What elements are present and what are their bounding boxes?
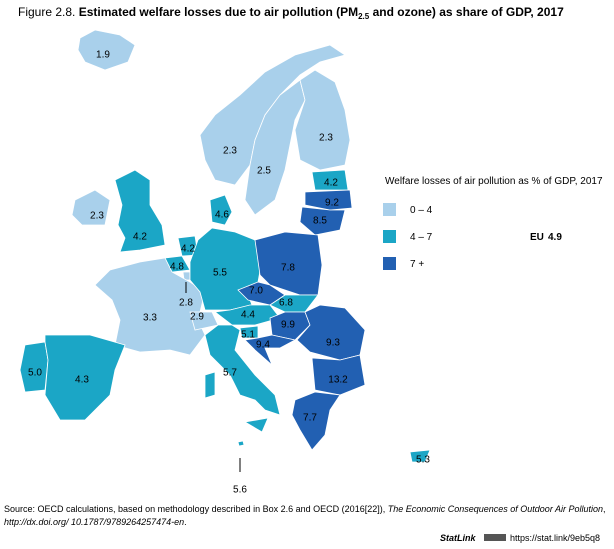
region xyxy=(77,29,136,71)
region-value: 13.2 xyxy=(328,375,348,386)
region-value: 9.4 xyxy=(256,340,270,351)
statlink-url[interactable]: https://stat.link/9eb5q8 xyxy=(510,533,600,543)
region xyxy=(243,417,269,433)
region xyxy=(44,334,126,421)
region-value: 7.7 xyxy=(303,413,317,424)
region-value: 7.8 xyxy=(281,263,295,274)
figure-number: Figure 2.8. xyxy=(18,5,75,19)
doi: http://dx.doi.org/ 10.1787/9789264257474… xyxy=(4,517,184,527)
legend-swatch xyxy=(383,203,396,216)
region-value: 9.3 xyxy=(326,338,340,349)
region-value: 2.3 xyxy=(223,146,237,157)
region xyxy=(304,189,353,211)
region-value: 2.9 xyxy=(190,312,204,323)
region-value: 4.8 xyxy=(170,262,184,273)
region-value: 4.3 xyxy=(75,375,89,386)
region-value: 9.2 xyxy=(325,198,339,209)
region xyxy=(199,44,346,186)
region xyxy=(209,194,233,226)
region xyxy=(244,79,306,216)
region xyxy=(409,449,431,463)
figure-title: Figure 2.8. Estimated welfare losses due… xyxy=(18,5,564,21)
region-value: 2.3 xyxy=(90,211,104,222)
eu-value: 4.9 xyxy=(548,232,562,243)
region-value: 4.2 xyxy=(133,232,147,243)
legend-label: 0 – 4 xyxy=(410,205,433,216)
region xyxy=(291,391,341,451)
source-title: The Economic Consequences of Outdoor Air… xyxy=(388,504,603,514)
region xyxy=(244,334,297,366)
source-text: . xyxy=(184,517,187,527)
legend-swatch xyxy=(383,257,396,270)
region-value: 5.3 xyxy=(416,455,430,466)
region-value: 8.5 xyxy=(313,216,327,227)
region xyxy=(294,69,351,171)
region xyxy=(296,304,366,361)
region xyxy=(269,294,319,313)
region-value: 5.1 xyxy=(241,330,255,341)
map: 1.9 2.3 2.5 2.3 4.2 9.2 8.5 2.3 4.2 4.6 4.2 4.8 2.8 3… xyxy=(19,29,431,496)
source-doi: http://dx.doi.org/ 10.1787/9789264257474… xyxy=(4,517,187,527)
region xyxy=(311,354,366,396)
region-value: 4.2 xyxy=(181,244,195,255)
legend-label: 7 + xyxy=(410,259,424,270)
region xyxy=(94,257,206,356)
statlink-icon xyxy=(484,534,506,541)
region xyxy=(204,371,216,399)
region xyxy=(204,324,281,416)
eu-label: EU xyxy=(530,232,544,243)
region-value: 4.4 xyxy=(241,310,255,321)
source: Source: OECD calculations, based on meth… xyxy=(4,504,606,514)
region-value: 5.5 xyxy=(213,268,227,279)
region-value: 1.9 xyxy=(96,50,110,61)
region-value: 7.0 xyxy=(249,286,263,297)
region-value: 6.8 xyxy=(279,298,293,309)
legend-swatch xyxy=(383,230,396,243)
region xyxy=(71,189,111,226)
legend-title: Welfare losses of air pollution as % of … xyxy=(385,176,603,187)
title: Estimated welfare losses due to air poll… xyxy=(79,5,358,19)
region-value: 4.6 xyxy=(215,210,229,221)
region-value: 2.5 xyxy=(257,166,271,177)
source-text: Source: OECD calculations, based on meth… xyxy=(4,504,388,514)
region-value: 5.0 xyxy=(28,368,42,379)
region-value: 5.6 xyxy=(233,485,247,496)
region-value: 4.2 xyxy=(324,178,338,189)
region-value: 9.9 xyxy=(281,320,295,331)
region-value: 2.3 xyxy=(319,133,333,144)
legend: 0 – 4 4 – 7 7 + xyxy=(383,203,433,270)
title: and ozone) as share of GDP, 2017 xyxy=(369,5,564,19)
region-value: 3.3 xyxy=(143,313,157,324)
region-value: 2.8 xyxy=(179,298,193,309)
source-text: , xyxy=(603,504,606,514)
legend-label: 4 – 7 xyxy=(410,232,433,243)
region xyxy=(114,169,166,253)
region xyxy=(213,304,281,326)
title-subscript: 2.5 xyxy=(358,12,370,21)
region xyxy=(237,440,245,447)
region-value: 5.7 xyxy=(223,368,237,379)
region xyxy=(299,206,346,236)
statlink-label: StatLink xyxy=(440,533,476,543)
